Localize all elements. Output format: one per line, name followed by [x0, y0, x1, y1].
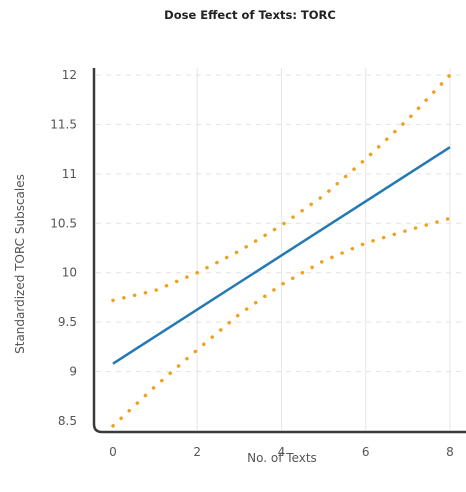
x-tick-label: 6 [362, 445, 370, 459]
y-tick-label: 9.5 [58, 315, 77, 329]
y-tick-label: 10.5 [50, 216, 77, 230]
y-tick-label: 11.5 [50, 117, 77, 131]
axes [92, 68, 466, 434]
series-line-estimate [112, 146, 451, 365]
grid [96, 68, 466, 430]
x-tick-label: 0 [109, 445, 117, 459]
series-line-lower-bound [111, 216, 452, 428]
tick-labels: 0 2 4 6 8 8.5 9 9.5 10 10.5 11 11.5 12 [50, 68, 454, 459]
axis-lines [92, 68, 466, 434]
x-axis-label: No. of Texts [247, 451, 317, 465]
chart-title: Dose Effect of Texts: TORC [164, 8, 336, 22]
y-tick-label: 12 [62, 68, 77, 82]
y-tick-label: 9 [69, 365, 77, 379]
series-line-upper-bound [111, 73, 452, 303]
y-tick-label: 11 [62, 167, 77, 181]
y-tick-label: 10 [62, 266, 77, 280]
x-tick-label: 4 [278, 445, 286, 459]
x-tick-label: 2 [193, 445, 201, 459]
y-tick-label: 8.5 [58, 414, 77, 428]
series [111, 73, 452, 428]
x-tick-label: 8 [446, 445, 454, 459]
y-axis-label: Standardized TORC Subscales [13, 174, 27, 354]
